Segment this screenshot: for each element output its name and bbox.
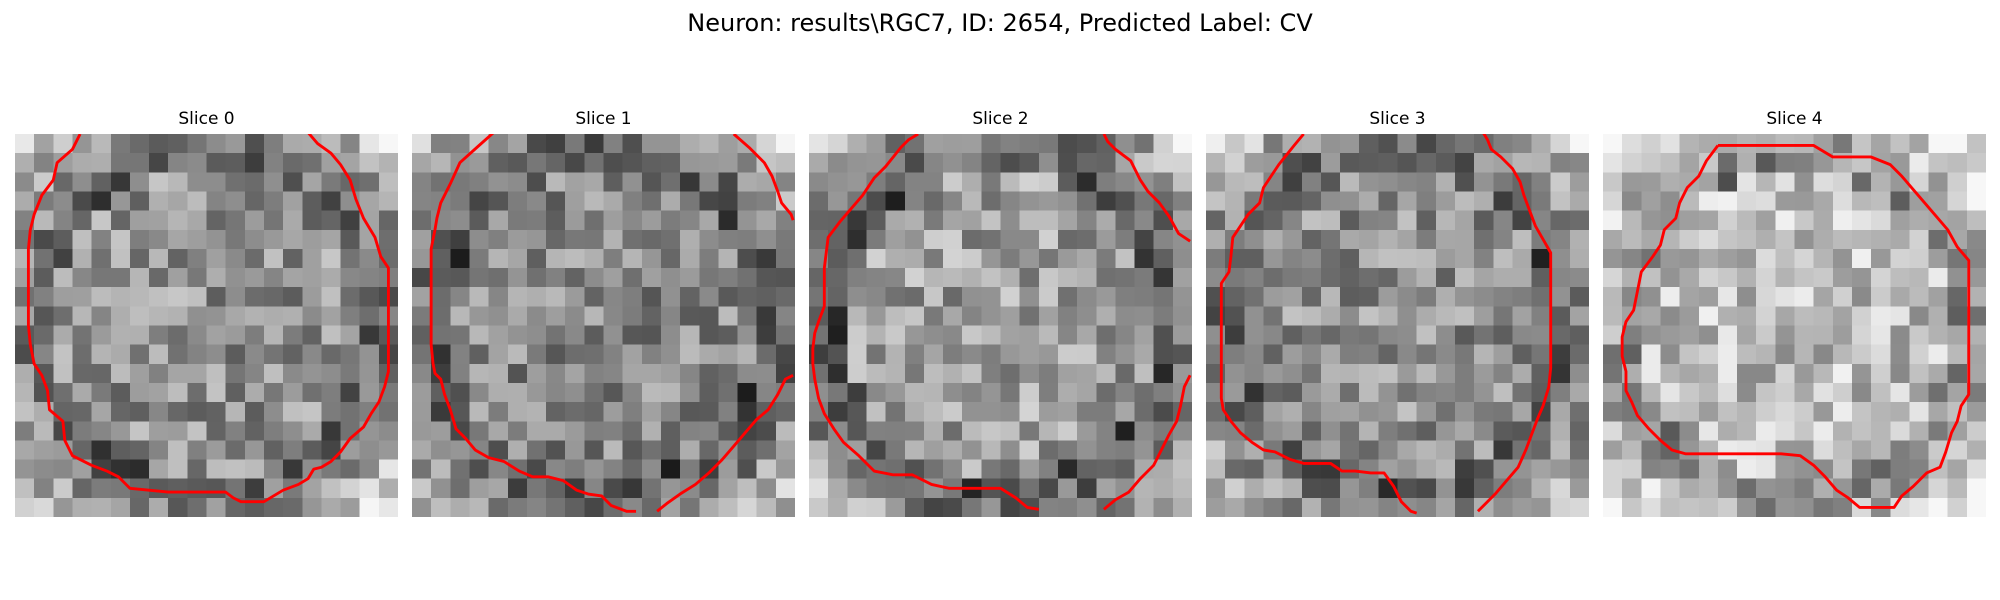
contour-line — [26, 134, 390, 504]
contour-line — [811, 134, 1040, 511]
slice-image-3 — [1206, 134, 1589, 517]
slice-image-0 — [15, 134, 398, 517]
slice-title: Slice 3 — [1369, 109, 1426, 129]
figure-title: Neuron: results\RGC7, ID: 2654, Predicte… — [687, 9, 1313, 37]
contour-line — [1620, 144, 1971, 509]
contour-line — [1219, 134, 1418, 515]
slice-image-4 — [1603, 134, 1986, 517]
slice-title: Slice 1 — [575, 109, 632, 129]
contour-line — [656, 374, 794, 513]
slice-image-1 — [412, 134, 795, 517]
slice-title: Slice 0 — [178, 109, 235, 129]
contour-line — [732, 134, 795, 221]
contour-line — [429, 134, 637, 513]
slice-title: Slice 4 — [1766, 109, 1823, 129]
contour-line — [1102, 134, 1191, 243]
slice-image-2 — [809, 134, 1192, 517]
contour-line — [1476, 134, 1553, 513]
slice-title: Slice 2 — [972, 109, 1029, 129]
contour-line — [1102, 374, 1192, 511]
